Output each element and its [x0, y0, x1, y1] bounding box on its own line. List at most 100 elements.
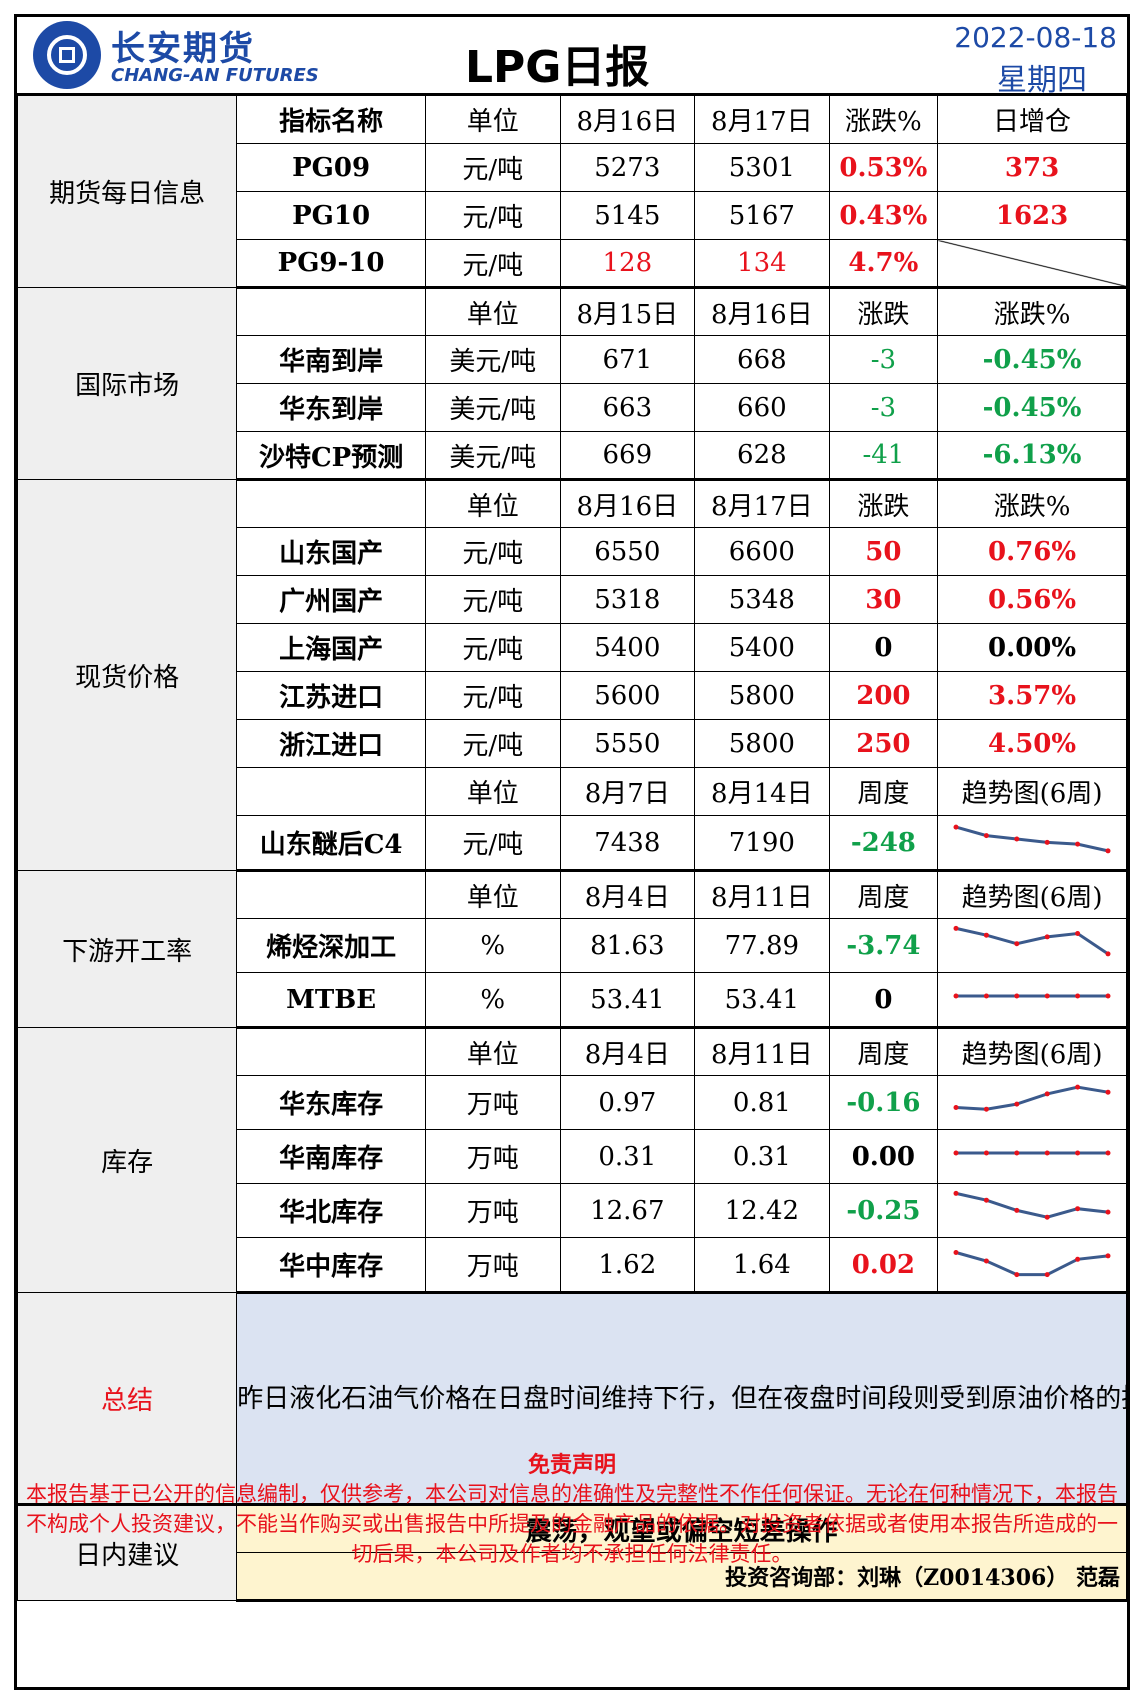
- section-summary: 总结: [16, 1292, 238, 1506]
- sparkline-point: [1105, 848, 1111, 854]
- row-value: 660: [694, 383, 830, 432]
- row-unit: 元/吨: [424, 143, 561, 192]
- sparkline-chart: [953, 925, 1111, 957]
- row-change: 30: [828, 575, 939, 624]
- section-intl: 国际市场: [16, 287, 238, 480]
- row-value: 5800: [694, 719, 830, 768]
- header-blank: [236, 1027, 426, 1076]
- sparkline-point: [1044, 1214, 1050, 1220]
- header-weekly: 周度: [828, 870, 939, 919]
- row-change-pct: 0.00%: [937, 623, 1127, 672]
- sparkline-point: [953, 1250, 959, 1255]
- row-change: 200: [828, 671, 939, 720]
- row-unit: %: [424, 918, 561, 973]
- sparkline-mtbe: [937, 972, 1127, 1029]
- header-date1: 8月16日: [559, 479, 696, 528]
- disclaimer: 免责声明 本报告基于已公开的信息编制，仅供参考，本公司对信息的准确性及完整性不作…: [17, 1441, 1127, 1569]
- sparkline-point: [1075, 931, 1081, 936]
- row-value: 5550: [559, 719, 696, 768]
- row-label: 沙特CP预测: [236, 431, 426, 481]
- row-weekly: -248: [828, 815, 939, 872]
- sparkline-line: [955, 1191, 1109, 1219]
- header-change-pct: 涨跌%: [937, 479, 1127, 528]
- row-unit: 美元/吨: [424, 431, 561, 481]
- row-value: 663: [559, 383, 696, 432]
- sparkline-point: [953, 993, 959, 999]
- row-weekly: 0.02: [828, 1237, 939, 1294]
- sparkline-point: [1105, 993, 1111, 999]
- section-advice: 日内建议: [16, 1504, 238, 1601]
- row-change-pct: 3.57%: [937, 671, 1127, 720]
- header-date2: 8月14日: [694, 767, 830, 816]
- header-date2: 8月17日: [694, 95, 830, 144]
- row-value: 5800: [694, 671, 830, 720]
- sparkline-point: [953, 1190, 959, 1196]
- row-change: 0: [828, 623, 939, 672]
- section-futures: 期货每日信息: [16, 95, 238, 288]
- header-blank: [236, 767, 426, 816]
- sparkline-point: [983, 1150, 989, 1156]
- sparkline-chart: [953, 1250, 1111, 1278]
- sparkline-point: [1014, 1101, 1020, 1107]
- row-value: 0.97: [559, 1075, 696, 1130]
- table-row: 沙特CP预测 美元/吨 669 628 -41 -6.13%: [18, 431, 1127, 481]
- sparkline-north: [937, 1183, 1127, 1238]
- row-unit: 元/吨: [424, 623, 561, 672]
- row-label: MTBE: [236, 972, 426, 1029]
- sparkline-point: [983, 833, 989, 839]
- sparkline-point: [983, 1258, 989, 1264]
- row-value: 1.62: [559, 1237, 696, 1294]
- row-change-pct: -0.45%: [937, 335, 1127, 384]
- sparkline-point: [1014, 1207, 1020, 1213]
- table-row: 华东库存 万吨 0.97 0.81 -0.16: [18, 1075, 1127, 1130]
- row-weekly: -0.16: [828, 1075, 939, 1130]
- sparkline-point: [1014, 1272, 1020, 1278]
- sparkline-chart: [953, 1190, 1111, 1220]
- brand-name-en: CHANG-AN FUTURES: [111, 65, 319, 86]
- sparkline-point: [1075, 1084, 1081, 1090]
- report-header: 长安期货 CHANG-AN FUTURES LPG日报 2022-08-18 星…: [17, 17, 1127, 98]
- sparkline-line: [955, 825, 1109, 853]
- row-change-pct: -6.13%: [937, 431, 1127, 481]
- header-date2: 8月16日: [694, 287, 830, 336]
- row-label: 山东醚后C4: [236, 815, 426, 872]
- row-value: 5301: [694, 143, 830, 192]
- row-value: 128: [559, 239, 696, 289]
- row-change: 4.7%: [828, 239, 939, 289]
- header-blank: [236, 479, 426, 528]
- row-change: 50: [828, 527, 939, 576]
- sparkline-point: [1105, 1150, 1111, 1156]
- row-label: 烯烃深加工: [236, 918, 426, 973]
- header-trend: 趋势图(6周): [937, 767, 1127, 816]
- row-value: 5400: [559, 623, 696, 672]
- table-row: 广州国产 元/吨 5318 5348 30 0.56%: [18, 575, 1127, 624]
- row-unit: 元/吨: [424, 191, 561, 240]
- sparkline-point: [983, 932, 989, 938]
- sparkline-point: [1075, 993, 1081, 999]
- header-blank: [236, 870, 426, 919]
- header-oi-change: 日增仓: [937, 95, 1127, 144]
- sparkline-point: [1105, 1089, 1111, 1095]
- row-unit: 万吨: [424, 1237, 561, 1294]
- row-value: 628: [694, 431, 830, 481]
- header-change: 涨跌: [828, 479, 939, 528]
- sparkline-point: [1014, 836, 1020, 842]
- sparkline-point: [1075, 841, 1081, 847]
- sparkline-point: [1105, 1253, 1111, 1259]
- row-label: 华东到岸: [236, 383, 426, 432]
- header-change-pct: 涨跌%: [828, 95, 939, 144]
- header-blank: [236, 287, 426, 336]
- row-unit: 元/吨: [424, 815, 561, 872]
- row-unit: 元/吨: [424, 239, 561, 289]
- header-weekly: 周度: [828, 1027, 939, 1076]
- row-change: 0.53%: [828, 143, 939, 192]
- row-label: PG09: [236, 143, 426, 192]
- sparkline-line: [955, 1085, 1109, 1111]
- header-date1: 8月15日: [559, 287, 696, 336]
- table-row: MTBE % 53.41 53.41 0: [18, 972, 1127, 1029]
- row-value: 669: [559, 431, 696, 481]
- row-value: 0.31: [694, 1129, 830, 1184]
- sparkline-point: [1044, 839, 1050, 845]
- row-unit: 万吨: [424, 1075, 561, 1130]
- row-value: 53.41: [694, 972, 830, 1029]
